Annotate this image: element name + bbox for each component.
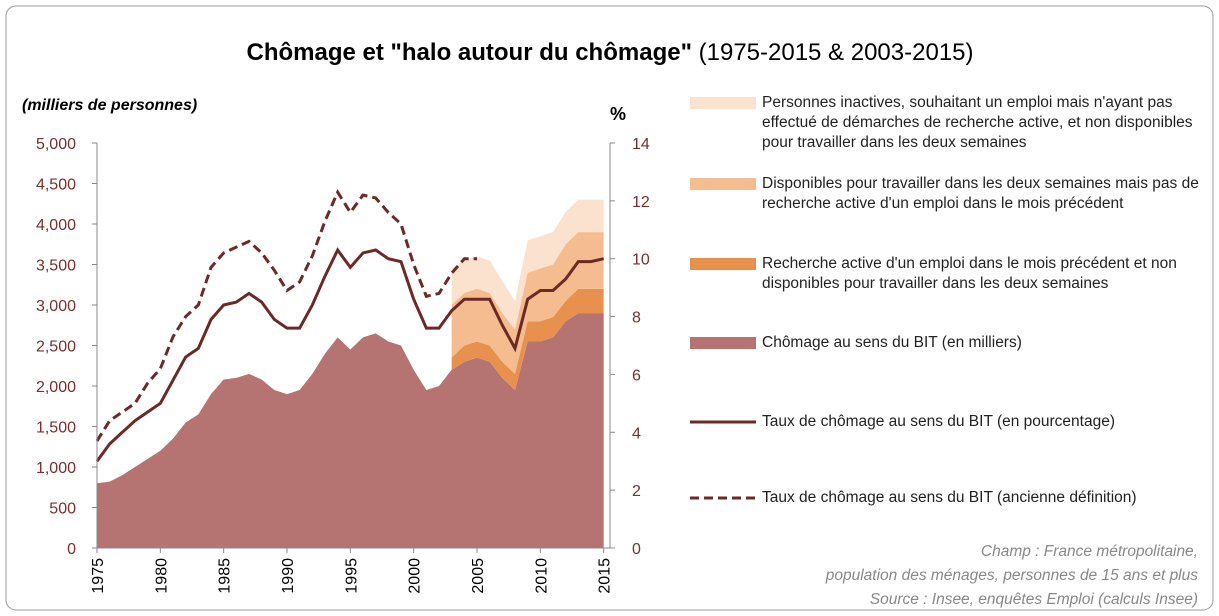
x-tick-label: 1995 (343, 558, 360, 594)
y-tick-label: 0 (67, 541, 76, 558)
y2-tick-label: 12 (632, 194, 650, 211)
x-tick-label: 1975 (90, 558, 107, 594)
note: Source : Insee, enquêtes Emploi (calculs… (870, 591, 1198, 608)
legend-swatch (690, 337, 756, 349)
x-tick-label: 2010 (533, 558, 550, 594)
legend-swatch (690, 258, 756, 270)
title: Chômage et "halo autour du chômage" (246, 39, 691, 66)
legend-label: Disponibles pour travailler dans les deu… (762, 175, 1199, 212)
legend-swatch (690, 97, 756, 109)
y2-axis-label: % (610, 104, 626, 124)
y2-tick-label: 8 (632, 310, 641, 327)
area (97, 313, 604, 548)
y-tick-label: 500 (49, 501, 76, 518)
subtitle: (1975-2015 & 2003-2015) (699, 39, 974, 66)
y-tick-label: 3,500 (36, 258, 76, 275)
y2-tick-label: 6 (632, 367, 641, 384)
y-tick-label: 4,500 (36, 177, 76, 194)
y-tick-label: 1,000 (36, 460, 76, 477)
note: Champ : France métropolitaine, (981, 543, 1198, 560)
legend-label: Taux de chômage au sens du BIT (en pourc… (762, 413, 1115, 430)
y-tick-label: 2,000 (36, 379, 76, 396)
legend-swatch (690, 178, 756, 190)
line (95, 247, 605, 463)
stacked-area (451, 199, 604, 330)
x-tick-label: 1990 (280, 558, 297, 594)
line (95, 188, 477, 442)
note: population des ménages, personnes de 15 … (825, 567, 1199, 584)
x-tick-label: 1980 (153, 558, 170, 594)
y-tick-label: 5,000 (36, 136, 76, 153)
x-tick-label: 1985 (217, 558, 234, 594)
legend-label: Taux de chômage au sens du BIT (ancienne… (762, 489, 1137, 506)
chart-title: Chômage et "halo autour du chômage" (197… (246, 39, 973, 66)
y-tick-label: 4,000 (36, 217, 76, 234)
legend-label: Personnes inactives, souhaitant un emplo… (762, 94, 1193, 151)
y-axis-label: (milliers de personnes) (22, 97, 197, 114)
legend-label: Chômage au sens du BIT (en milliers) (762, 334, 1022, 351)
y-tick-label: 3,000 (36, 298, 76, 315)
x-tick-label: 2000 (407, 558, 424, 594)
y2-tick-label: 14 (632, 136, 650, 153)
y2-tick-label: 0 (632, 541, 641, 558)
x-tick-label: 2015 (597, 558, 614, 594)
y-tick-label: 2,500 (36, 339, 76, 356)
y2-tick-label: 4 (632, 425, 641, 442)
legend-label: Recherche active d'un emploi dans le moi… (762, 255, 1177, 292)
y-tick-label: 1,500 (36, 420, 76, 437)
y2-tick-label: 2 (632, 483, 641, 500)
x-tick-label: 2005 (470, 558, 487, 594)
stacked-area (451, 288, 604, 391)
y2-tick-label: 10 (632, 252, 650, 269)
